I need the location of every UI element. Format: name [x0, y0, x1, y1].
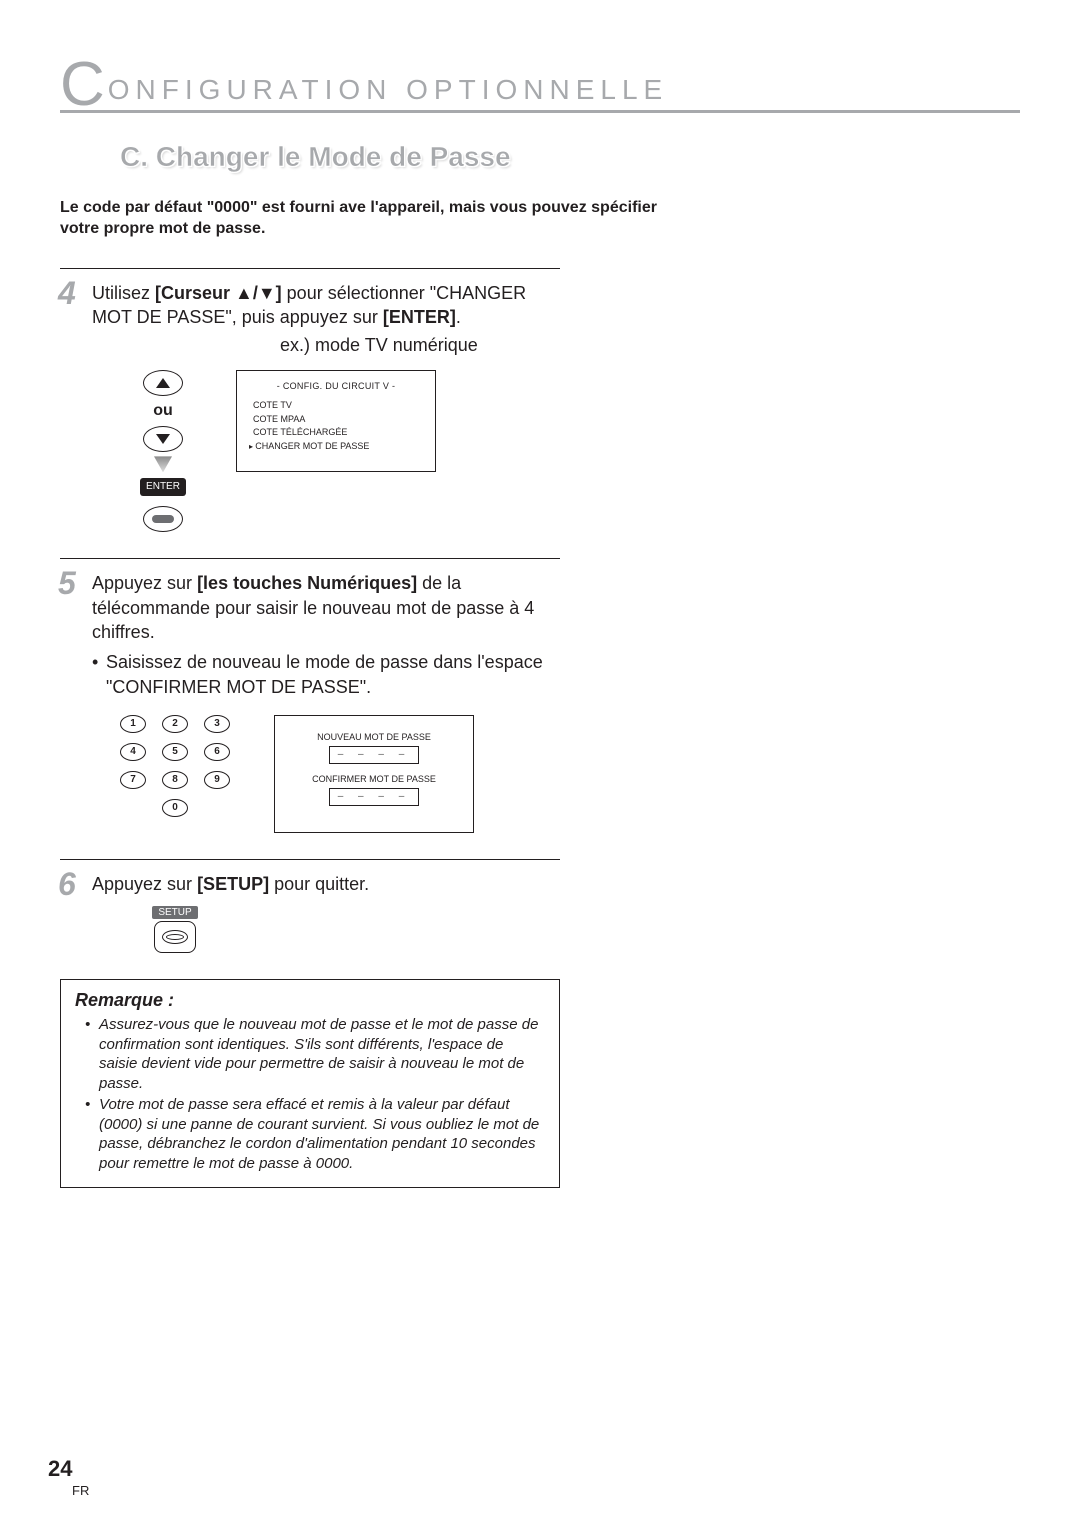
- key-3: 3: [204, 715, 230, 733]
- up-button-icon: [143, 370, 183, 396]
- step-5-visual: 1 2 3 4 5 6 7 8 9 0 NOUVEAU MOT DE PASSE…: [120, 715, 560, 833]
- key-7: 7: [120, 771, 146, 789]
- enter-button-icon: [143, 506, 183, 532]
- key-5: 5: [162, 743, 188, 761]
- password-screen: NOUVEAU MOT DE PASSE – – – – CONFIRMER M…: [274, 715, 474, 833]
- text-bold: [SETUP]: [197, 874, 269, 894]
- note-title: Remarque :: [75, 990, 545, 1011]
- key-6: 6: [204, 743, 230, 761]
- note-item: Votre mot de passe sera effacé et remis …: [75, 1095, 545, 1173]
- manual-page: C ONFIGURATION OPTIONNELLE C. Changer le…: [0, 0, 1080, 1526]
- menu-line-selected: CHANGER MOT DE PASSE: [249, 440, 423, 454]
- remote-buttons: ou ENTER: [140, 370, 186, 532]
- text-bold: [ENTER]: [383, 307, 456, 327]
- text: Utilisez: [92, 283, 155, 303]
- key-9: 9: [204, 771, 230, 789]
- step-5: 5 Appuyez sur [les touches Numériques] d…: [60, 558, 560, 832]
- keypad-icon: 1 2 3 4 5 6 7 8 9 0: [120, 715, 234, 817]
- text: Appuyez sur: [92, 874, 197, 894]
- text-bold: [les touches Numériques]: [197, 573, 417, 593]
- section-initial: C: [60, 60, 106, 110]
- setup-label: SETUP: [152, 906, 197, 919]
- step-4-caption: ex.) mode TV numérique: [280, 335, 560, 356]
- text: .: [456, 307, 461, 327]
- down-arrow-icon: [154, 456, 172, 472]
- menu-line: COTE TÉLÉCHARGÉE: [249, 426, 423, 440]
- key-8: 8: [162, 771, 188, 789]
- section-title: ONFIGURATION OPTIONNELLE: [106, 74, 668, 110]
- step-number: 6: [58, 866, 76, 903]
- pw-field-confirm: – – – –: [329, 788, 419, 806]
- text-bold: [Curseur ▲/▼]: [155, 283, 282, 303]
- page-number: 24: [48, 1456, 72, 1482]
- intro-text: Le code par défaut "0000" est fourni ave…: [60, 197, 660, 240]
- key-1: 1: [120, 715, 146, 733]
- screen-title: - CONFIG. DU CIRCUIT V -: [249, 381, 423, 391]
- key-0: 0: [162, 799, 188, 817]
- step-6-text: Appuyez sur [SETUP] pour quitter.: [92, 872, 560, 896]
- down-button-icon: [143, 426, 183, 452]
- text: pour quitter.: [269, 874, 369, 894]
- step-number: 4: [58, 275, 76, 312]
- note-box: Remarque : Assurez-vous que le nouveau m…: [60, 979, 560, 1188]
- step-4: 4 Utilisez [Curseur ▲/▼] pour sélectionn…: [60, 268, 560, 533]
- step-6: 6 Appuyez sur [SETUP] pour quitter. SETU…: [60, 859, 560, 953]
- pw-label-new: NOUVEAU MOT DE PASSE: [285, 732, 463, 742]
- key-2: 2: [162, 715, 188, 733]
- step-4-text: Utilisez [Curseur ▲/▼] pour sélectionner…: [92, 281, 560, 330]
- menu-line: COTE MPAA: [249, 413, 423, 427]
- menu-line: COTE TV: [249, 399, 423, 413]
- setup-button-icon: [154, 921, 196, 953]
- or-label: ou: [153, 402, 173, 420]
- key-4: 4: [120, 743, 146, 761]
- setup-button-illustration: SETUP: [150, 906, 200, 953]
- step-5-text: Appuyez sur [les touches Numériques] de …: [92, 571, 560, 644]
- step-number: 5: [58, 565, 76, 602]
- section-header: C ONFIGURATION OPTIONNELLE: [60, 60, 1020, 113]
- text: Appuyez sur: [92, 573, 197, 593]
- tv-menu-screen: - CONFIG. DU CIRCUIT V - COTE TV COTE MP…: [236, 370, 436, 472]
- pw-field-new: – – – –: [329, 746, 419, 764]
- note-item: Assurez-vous que le nouveau mot de passe…: [75, 1015, 545, 1093]
- step-4-visual: ou ENTER - CONFIG. DU CIRCUIT V - COTE T…: [140, 370, 560, 532]
- subsection-title: C. Changer le Mode de Passe: [120, 141, 1020, 173]
- page-language: FR: [72, 1483, 89, 1498]
- pw-label-confirm: CONFIRMER MOT DE PASSE: [285, 774, 463, 784]
- step-5-bullet: Saisissez de nouveau le mode de passe da…: [92, 650, 560, 699]
- enter-label: ENTER: [140, 478, 186, 496]
